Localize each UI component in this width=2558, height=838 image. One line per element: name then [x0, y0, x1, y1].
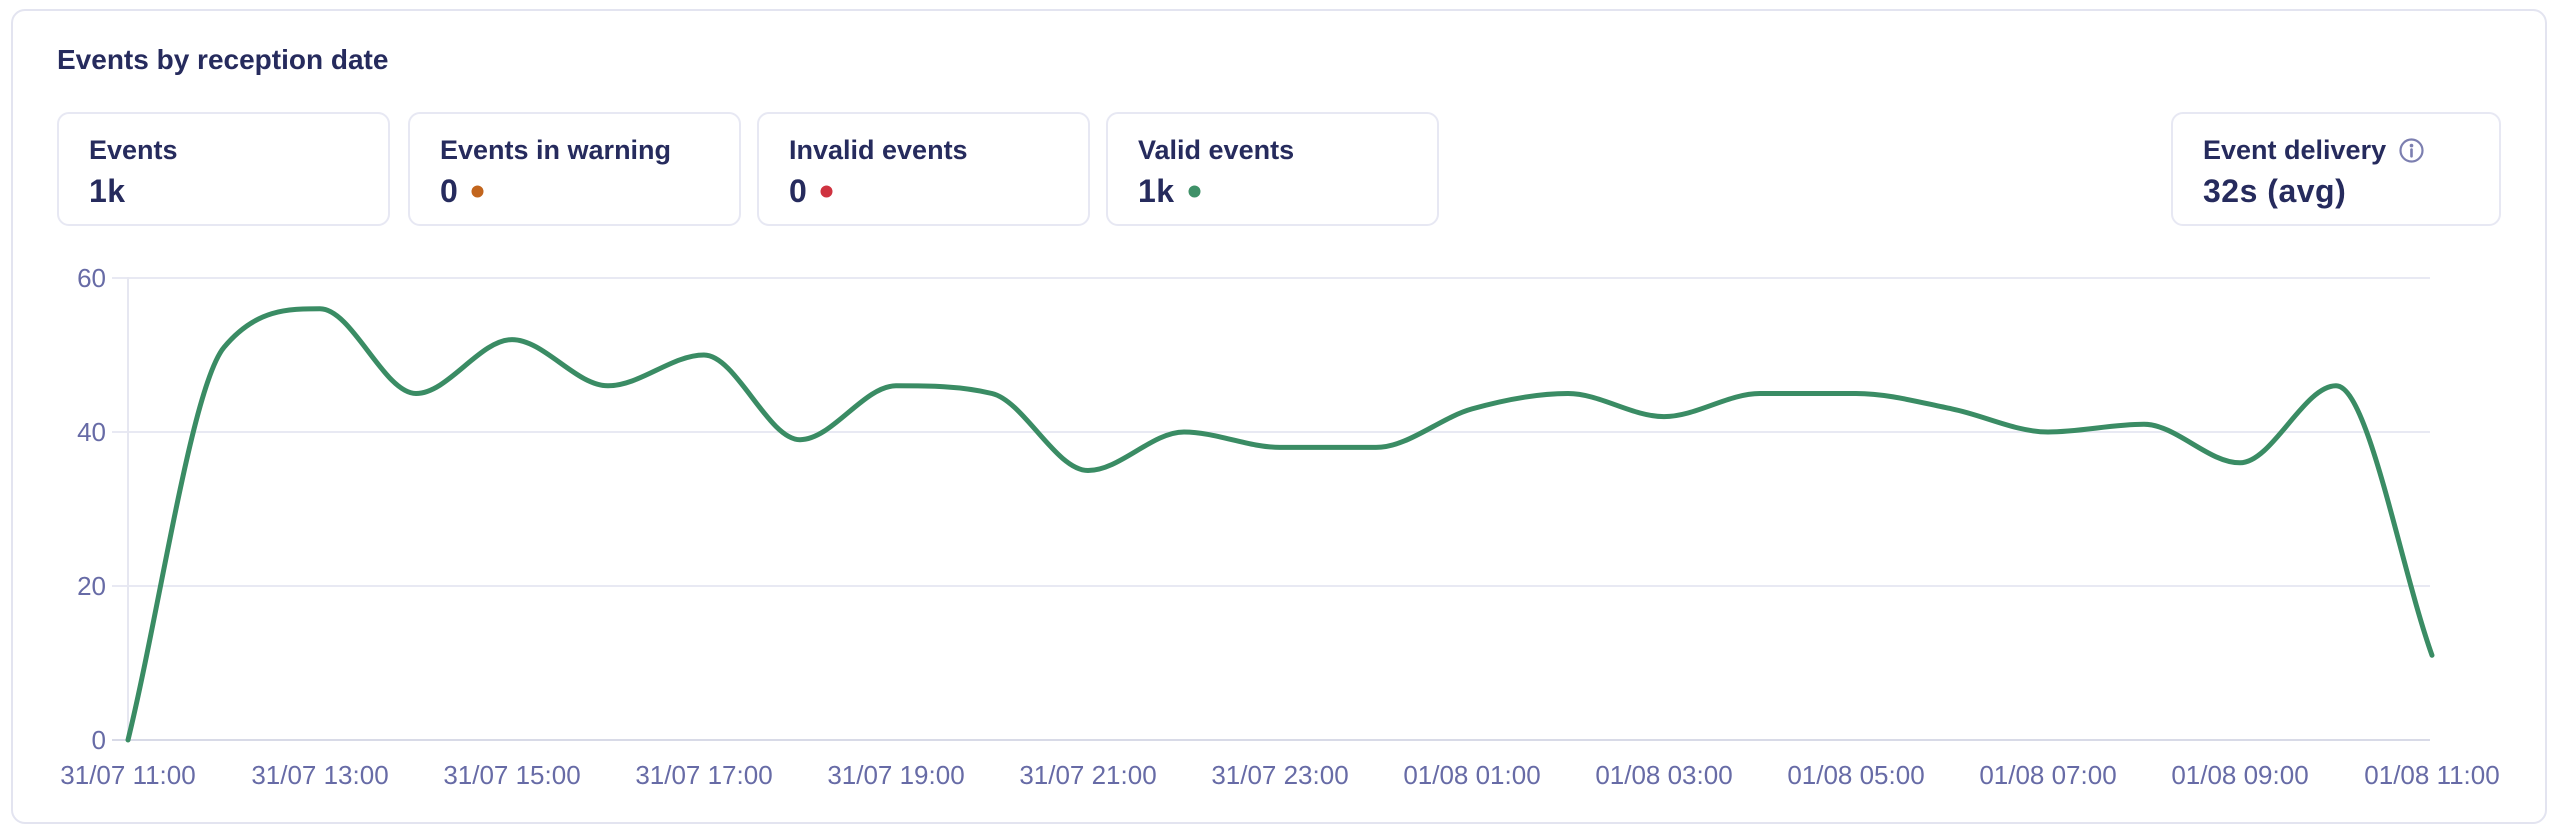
x-tick-label: 01/08 05:00	[1787, 760, 1924, 790]
stat-label: Invalid events	[789, 135, 968, 165]
info-icon[interactable]	[2398, 137, 2425, 164]
x-tick-label: 01/08 03:00	[1595, 760, 1732, 790]
events-series-line	[125, 306, 2435, 743]
warning-status-dot-icon	[471, 185, 484, 198]
stat-label: Events	[89, 135, 178, 165]
x-tick-label: 01/08 07:00	[1979, 760, 2116, 790]
x-tick-label: 31/07 15:00	[443, 760, 580, 790]
stat-card-events: Events 1k	[57, 112, 390, 226]
stat-card-valid-events: Valid events 1k	[1106, 112, 1439, 226]
stat-label: Valid events	[1138, 135, 1295, 165]
x-tick-label: 31/07 19:00	[827, 760, 964, 790]
x-tick-label: 31/07 13:00	[251, 760, 388, 790]
stat-card-event-delivery: Event delivery 32s (avg)	[2171, 112, 2501, 226]
stat-label: Event delivery	[2203, 135, 2387, 165]
stat-value: 1k	[89, 173, 126, 209]
stat-label: Events in warning	[440, 135, 672, 165]
stat-card-invalid-events: Invalid events 0	[757, 112, 1090, 226]
y-tick-label: 40	[77, 417, 106, 447]
invalid-status-dot-icon	[820, 185, 833, 198]
page-title: Events by reception date	[57, 44, 389, 75]
valid-status-dot-icon	[1188, 185, 1201, 198]
x-tick-label: 01/08 01:00	[1403, 760, 1540, 790]
x-tick-label: 31/07 21:00	[1019, 760, 1156, 790]
y-tick-label: 0	[92, 725, 106, 755]
x-tick-label: 31/07 11:00	[60, 760, 195, 790]
stat-value: 0	[440, 173, 459, 209]
stat-card-events-in-warning: Events in warning 0	[408, 112, 741, 226]
stat-value: 0	[789, 173, 808, 209]
x-tick-label: 01/08 09:00	[2171, 760, 2308, 790]
stat-value: 32s (avg)	[2203, 173, 2347, 209]
y-tick-label: 60	[77, 263, 106, 293]
x-tick-label: 31/07 23:00	[1211, 760, 1348, 790]
y-tick-label: 20	[77, 571, 106, 601]
x-tick-label: 01/08 11:00	[2364, 760, 2499, 790]
x-tick-label: 31/07 17:00	[635, 760, 772, 790]
events-panel: Events by reception date Events 1k Event…	[11, 9, 2547, 824]
stat-value: 1k	[1138, 173, 1175, 209]
